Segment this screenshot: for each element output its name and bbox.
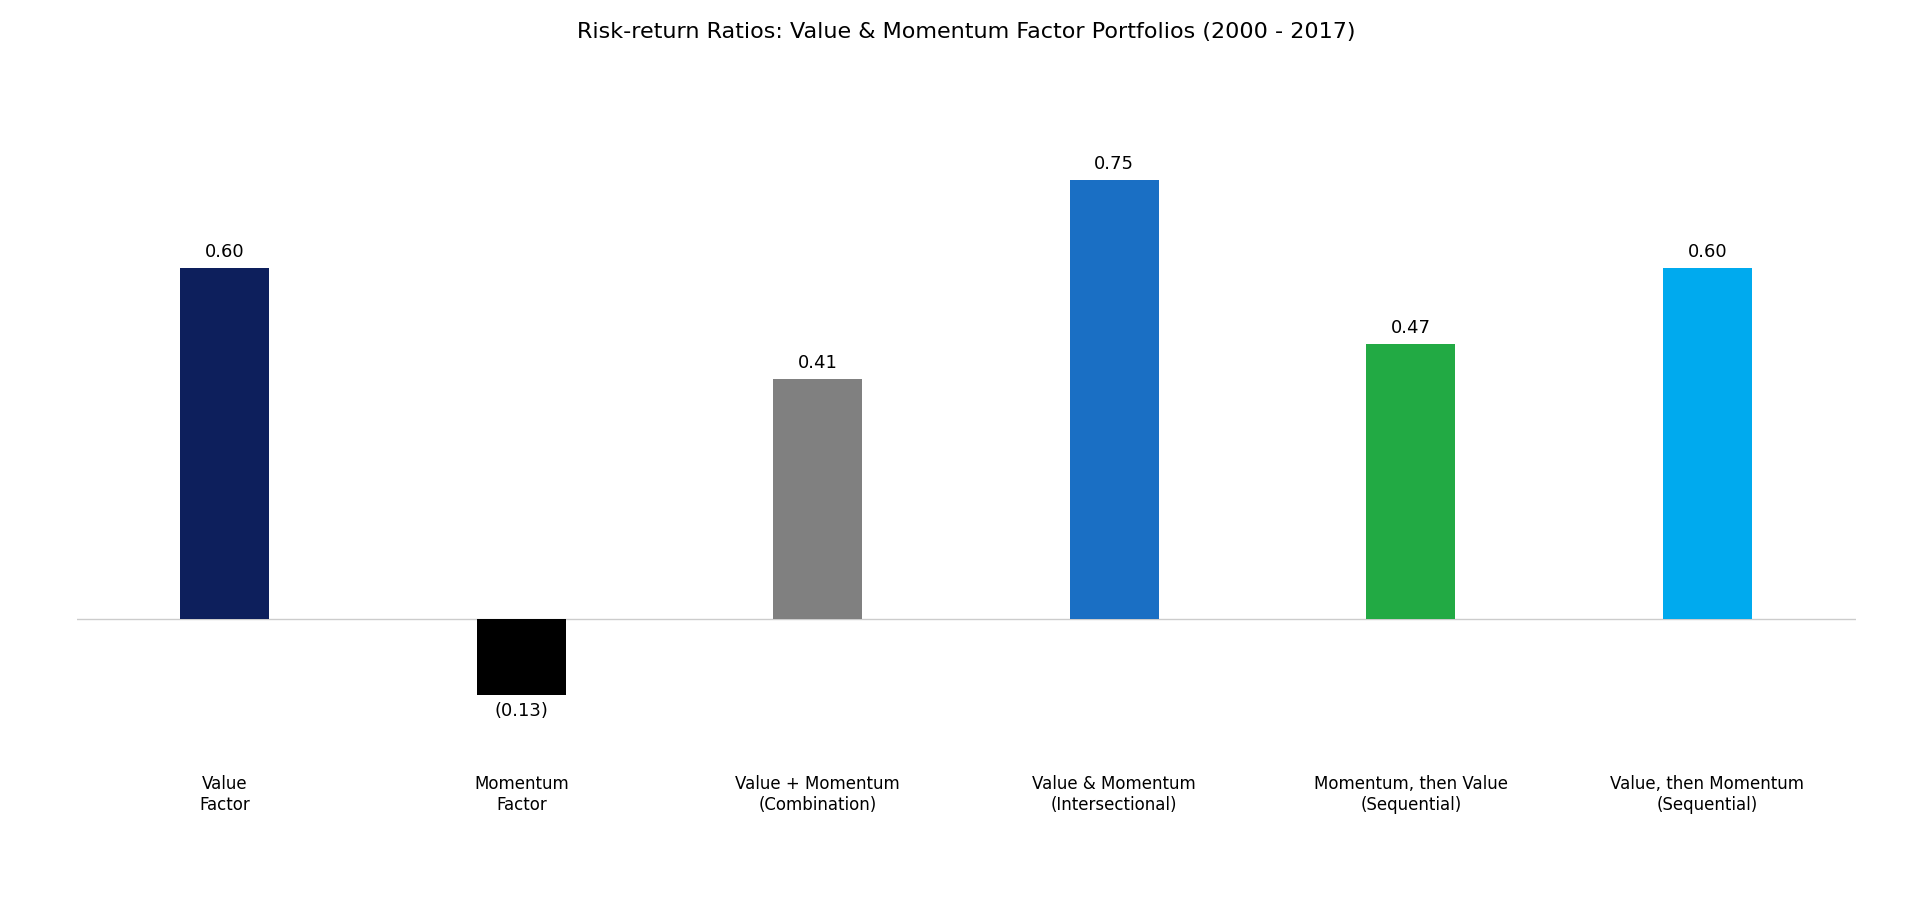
Text: 0.47: 0.47 [1391,319,1431,337]
Bar [476,619,566,695]
Bar [1366,344,1456,619]
Text: 0.41: 0.41 [798,354,838,372]
Text: 0.60: 0.60 [205,243,245,261]
Text: 0.60: 0.60 [1687,243,1727,261]
Text: 0.75: 0.75 [1094,155,1134,173]
Bar [1069,180,1159,619]
Bar [1662,268,1752,619]
Bar [773,379,863,619]
Text: (0.13): (0.13) [494,702,549,720]
Title: Risk-return Ratios: Value & Momentum Factor Portfolios (2000 - 2017): Risk-return Ratios: Value & Momentum Fac… [578,22,1354,42]
Bar [180,268,270,619]
